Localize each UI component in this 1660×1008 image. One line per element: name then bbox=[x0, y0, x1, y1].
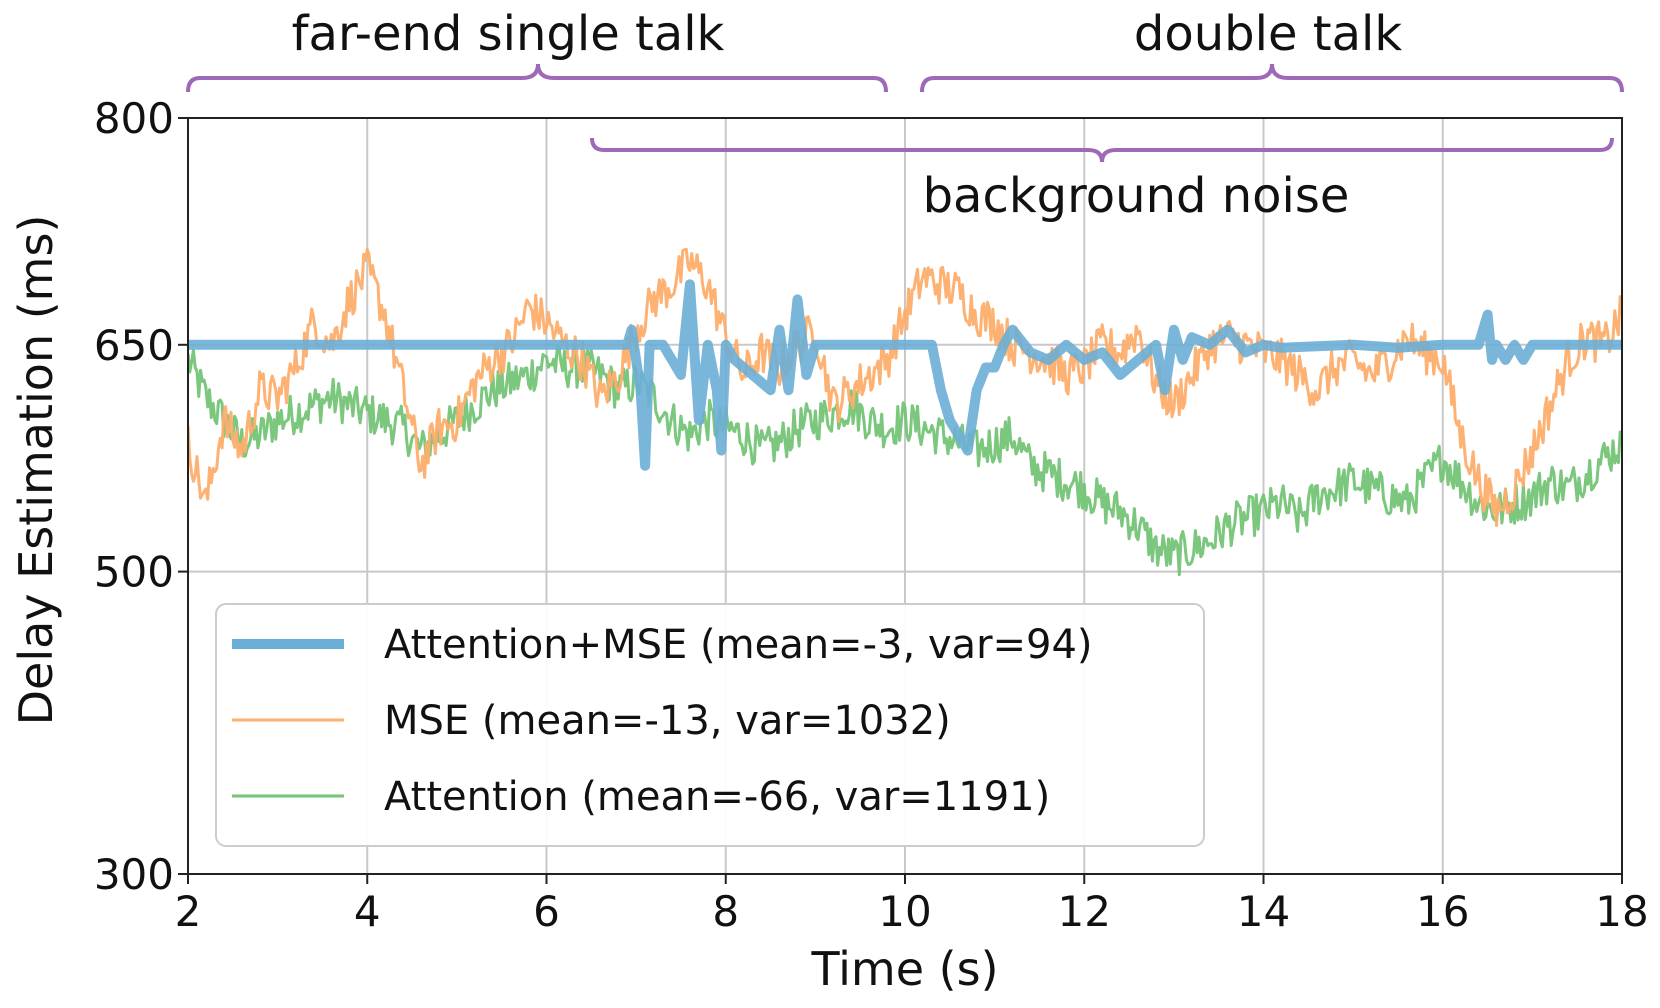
legend: Attention+MSE (mean=-3, var=94) MSE (mea… bbox=[215, 603, 1205, 847]
annotation-background-noise: background noise bbox=[923, 168, 1350, 224]
y-tick-label: 650 bbox=[94, 321, 174, 370]
legend-label-attention: Attention (mean=-66, var=1191) bbox=[384, 774, 1050, 820]
x-tick-label: 16 bbox=[1416, 887, 1469, 936]
x-tick-label: 6 bbox=[533, 887, 560, 936]
x-tick-label: 14 bbox=[1237, 887, 1290, 936]
series-line-mse bbox=[188, 247, 1622, 527]
x-tick-label: 18 bbox=[1595, 887, 1648, 936]
series-line-attention-mse bbox=[188, 279, 1622, 471]
annotation-brace-far-end bbox=[186, 63, 888, 93]
annotation-far-end-single-talk: far-end single talk bbox=[292, 6, 725, 62]
x-tick-label: 8 bbox=[712, 887, 739, 936]
annotations: far-end single talk double talk backgrou… bbox=[186, 6, 1624, 224]
y-tick-label: 800 bbox=[94, 94, 174, 143]
annotation-brace-background-noise bbox=[590, 137, 1614, 163]
legend-box bbox=[215, 603, 1205, 847]
legend-label-attention-mse: Attention+MSE (mean=-3, var=94) bbox=[384, 622, 1093, 668]
y-tick-label: 500 bbox=[94, 548, 174, 597]
x-tick-label: 2 bbox=[175, 887, 202, 936]
ticks: 2 4 6 8 10 12 14 16 18 300 500 650 800 bbox=[94, 94, 1649, 936]
annotation-brace-double-talk bbox=[920, 63, 1624, 93]
y-axis-title: Delay Estimation (ms) bbox=[9, 215, 63, 726]
annotation-double-talk: double talk bbox=[1134, 6, 1402, 62]
y-tick-label: 300 bbox=[94, 850, 174, 899]
x-tick-label: 4 bbox=[354, 887, 381, 936]
x-tick-label: 10 bbox=[878, 887, 931, 936]
series-layer bbox=[188, 247, 1622, 576]
x-tick-label: 12 bbox=[1058, 887, 1111, 936]
x-axis-title: Time (s) bbox=[810, 942, 998, 996]
legend-label-mse: MSE (mean=-13, var=1032) bbox=[384, 698, 951, 744]
